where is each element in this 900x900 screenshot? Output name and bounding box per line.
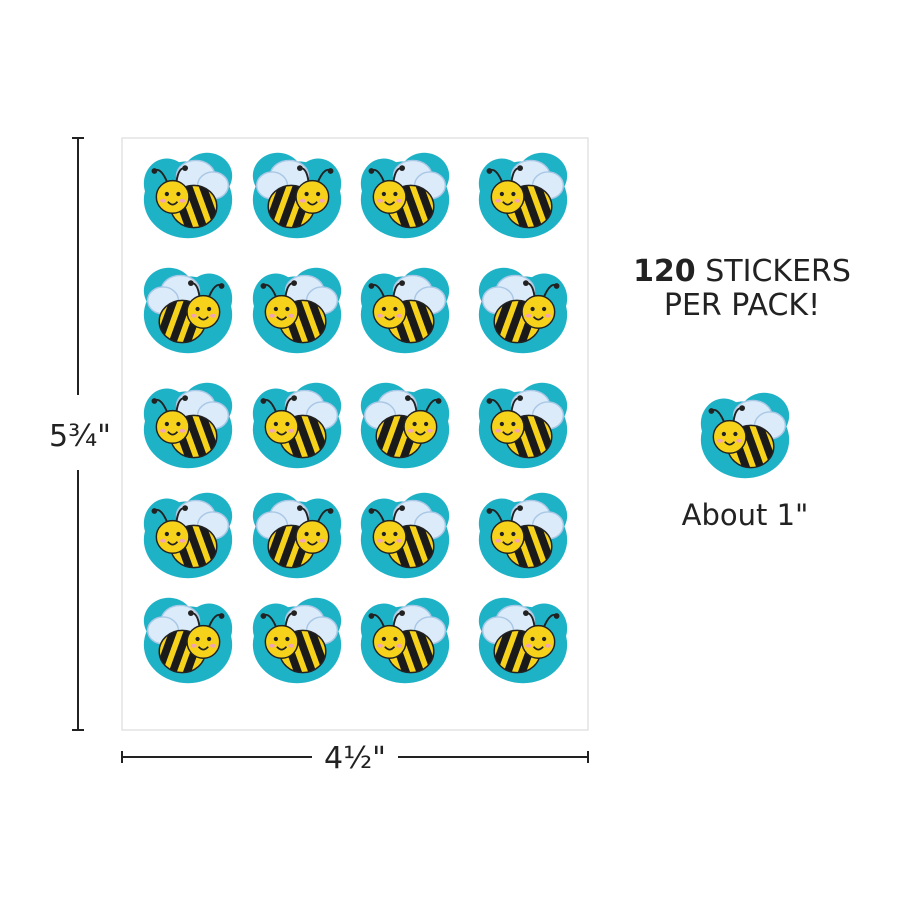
height-label: 5¾" (49, 419, 111, 454)
bee-sticker (144, 598, 232, 683)
bee-sticker (361, 493, 449, 578)
bee-sticker (479, 268, 567, 353)
bee-sticker (479, 598, 567, 683)
callout-text: STICKERS (705, 254, 851, 289)
bee-sticker (144, 153, 232, 238)
callout-line-1: 120 STICKERS (633, 254, 851, 289)
bee-sticker (479, 153, 567, 238)
bee-sticker (144, 268, 232, 353)
bee-sticker (361, 383, 449, 468)
height-dimension (72, 137, 84, 731)
width-dimension (121, 751, 589, 763)
callout-line-2: PER PACK! (664, 288, 820, 323)
bee-sticker (253, 383, 341, 468)
bee-sticker (361, 598, 449, 683)
bee-sticker (361, 153, 449, 238)
bee-sticker (253, 493, 341, 578)
bee-sticker (144, 493, 232, 578)
bee-sticker (253, 268, 341, 353)
bee-sticker (253, 153, 341, 238)
bee-sticker (479, 493, 567, 578)
width-label: 4½" (324, 741, 386, 776)
sample-label: About 1" (682, 498, 809, 532)
bee-sticker (361, 268, 449, 353)
bee-sticker (701, 393, 789, 478)
bee-sticker (144, 383, 232, 468)
bee-sticker (253, 598, 341, 683)
count: 120 (633, 254, 696, 289)
bee-sticker (479, 383, 567, 468)
